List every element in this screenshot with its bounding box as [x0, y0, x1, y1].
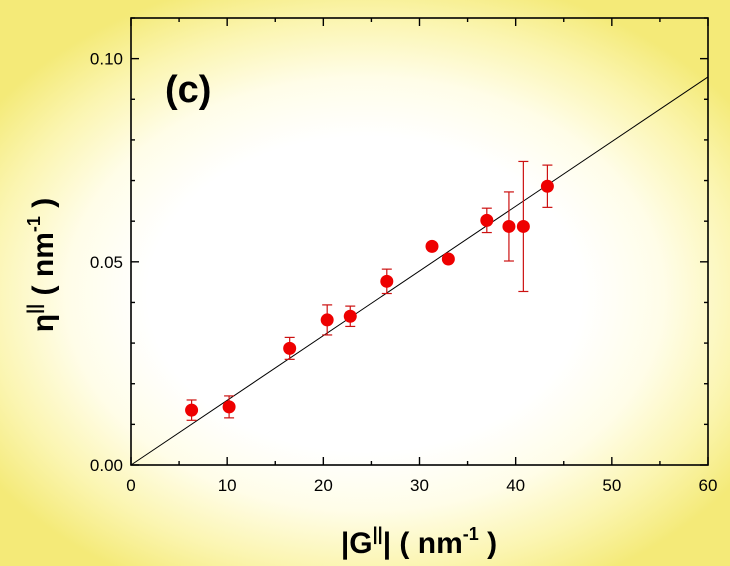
data-point	[343, 309, 357, 323]
data-point	[441, 252, 455, 266]
x-tick-label: 50	[602, 476, 621, 495]
data-points	[185, 179, 554, 417]
data-point	[540, 179, 554, 193]
data-point	[320, 313, 334, 327]
data-point	[425, 239, 439, 253]
x-tick-label: 40	[506, 476, 525, 495]
axis-tick-labels: 0 10 20 30 40 50 60 0.00 0.05 0.10	[90, 50, 718, 495]
x-tick-label: 60	[699, 476, 718, 495]
y-axis-label: η|| ( nm-1 )	[24, 198, 60, 332]
y-tick-label: 0.00	[90, 456, 123, 475]
panel-label: (c)	[165, 69, 211, 111]
error-bars	[186, 160, 553, 421]
x-tick-label: 0	[126, 476, 135, 495]
data-point	[480, 213, 494, 227]
y-tick-label: 0.10	[90, 50, 123, 69]
plot-frame	[130, 17, 709, 466]
data-point	[283, 341, 297, 355]
y-tick-label: 0.05	[90, 253, 123, 272]
data-point	[502, 219, 516, 233]
data-point	[222, 400, 236, 414]
x-tick-label: 20	[314, 476, 333, 495]
axis-ticks	[130, 17, 709, 466]
x-tick-label: 10	[218, 476, 237, 495]
data-point	[380, 274, 394, 288]
data-point	[185, 403, 199, 417]
fit-line	[130, 76, 709, 466]
x-tick-label: 30	[410, 476, 429, 495]
data-point	[516, 219, 530, 233]
x-axis-label: |G||| ( nm-1 )	[341, 524, 497, 560]
